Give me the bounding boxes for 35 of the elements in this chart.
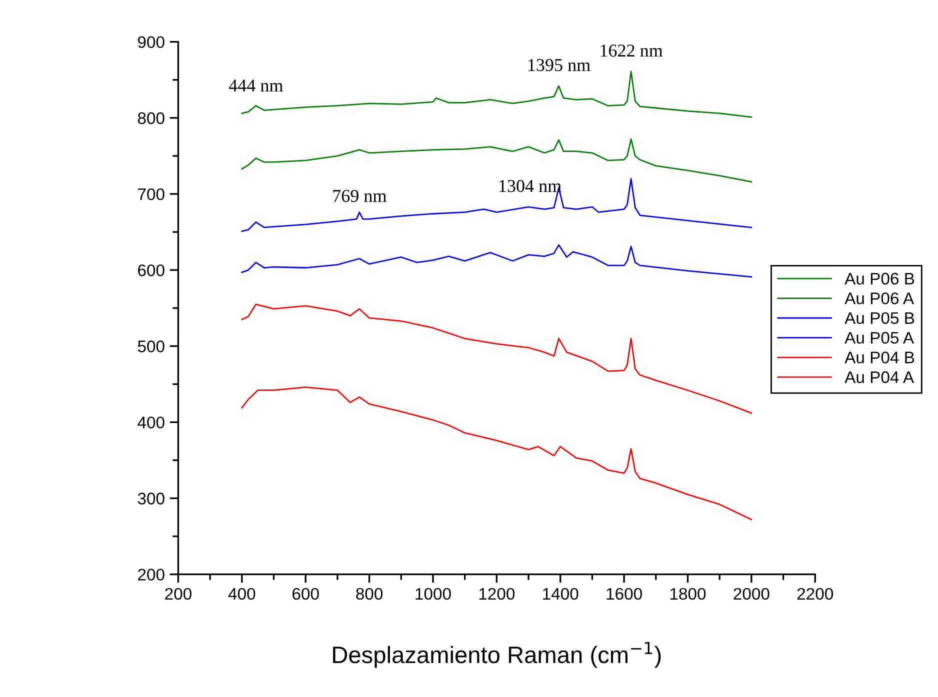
line-series bbox=[241, 178, 752, 232]
annotation: 1304 nm bbox=[500, 180, 562, 192]
legend-label: Au P05 B bbox=[844, 312, 914, 324]
x-tick-label: 2000 bbox=[734, 588, 770, 600]
x-tick-label: 1600 bbox=[606, 588, 642, 600]
x-tick-label: 2200 bbox=[797, 588, 834, 600]
x-tick-label: 200 bbox=[165, 588, 192, 600]
x-tick-label: 400 bbox=[228, 588, 256, 600]
x-tick-label: 1000 bbox=[416, 588, 451, 600]
y-tick-label: 200 bbox=[138, 568, 164, 581]
x-tick-label: 800 bbox=[356, 588, 383, 600]
line-series bbox=[241, 304, 752, 414]
line-series bbox=[241, 386, 752, 520]
x-axis-title: Desplazamiento Raman (cm$^{−1}$) bbox=[333, 642, 661, 668]
legend-label: Au P06 A bbox=[844, 292, 914, 304]
y-tick-label: 300 bbox=[138, 492, 164, 504]
y-tick-label: 500 bbox=[138, 340, 164, 352]
legend-label: Au P05 A bbox=[844, 332, 914, 344]
x-tick-label: 1800 bbox=[670, 588, 706, 600]
x-tick-label: 1200 bbox=[479, 588, 515, 600]
annotation: 444 nm bbox=[228, 80, 283, 92]
line-series bbox=[241, 244, 752, 278]
legend-label: Au P04 A bbox=[844, 371, 914, 384]
y-tick-label: 900 bbox=[138, 36, 164, 48]
annotation: 1395 nm bbox=[528, 59, 590, 72]
y-tick-label: 400 bbox=[138, 416, 164, 428]
legend-label: Au P04 B bbox=[844, 352, 914, 364]
legend-label: Au P06 B bbox=[844, 272, 914, 285]
x-tick-label: 1400 bbox=[543, 588, 578, 600]
annotation: 1622 nm bbox=[600, 44, 663, 57]
y-tick-label: 700 bbox=[138, 188, 164, 200]
x-tick-label: 600 bbox=[292, 588, 319, 600]
y-tick-label: 600 bbox=[138, 264, 164, 276]
y-tick-label: 800 bbox=[138, 112, 164, 124]
annotation: 769 nm bbox=[333, 190, 386, 202]
